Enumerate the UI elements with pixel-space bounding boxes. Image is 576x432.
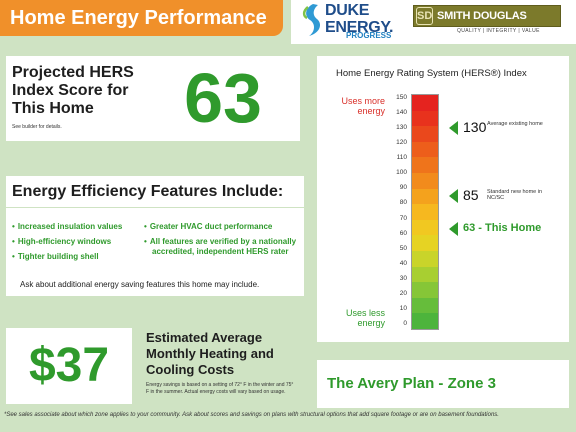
builder-tagline: QUALITY | INTEGRITY | VALUE — [457, 28, 540, 34]
chart-title: Home Energy Rating System (HERS®) Index — [336, 68, 527, 79]
plan-name: The Avery Plan - Zone 3 — [327, 375, 496, 392]
scale-tick-label: 30 — [399, 274, 407, 282]
feature-item: • Increased insulation values — [12, 222, 123, 231]
scale-segment — [412, 282, 438, 299]
builder-logo-mark: SD — [416, 7, 433, 25]
scale-tick-label: 0 — [403, 320, 407, 327]
scale-tick-label: 100 — [396, 169, 407, 177]
scale-tick-label: 80 — [399, 199, 407, 207]
scale-segment — [412, 313, 438, 330]
marker-arrow-icon — [449, 121, 458, 136]
scale-segment — [412, 95, 438, 112]
hers-score-panel: 63 — [146, 56, 300, 141]
marker-arrow-icon — [449, 188, 458, 203]
scale-segment — [412, 141, 438, 158]
scale-segment — [412, 188, 438, 205]
bullet-icon: • — [144, 237, 147, 246]
scale-segment — [412, 204, 438, 221]
scale-tick-label: 140 — [396, 109, 407, 117]
scale-tick-label: 110 — [396, 154, 407, 162]
builder-logo: SD SMITH DOUGLAS HOMES — [413, 5, 561, 42]
scale-tick-label: 120 — [396, 139, 407, 147]
savings-value: $37 — [28, 339, 110, 392]
marker-arrow-icon — [449, 222, 458, 237]
scale-segment — [412, 126, 438, 143]
scale-tick-label: 10 — [399, 304, 407, 312]
scale-segment — [412, 251, 438, 268]
feature-item: • High-efficiency windows — [12, 237, 112, 246]
scale-tick-label: 70 — [399, 214, 407, 222]
features-note: Ask about additional energy saving featu… — [20, 280, 260, 289]
scale-tick-label: 20 — [399, 289, 407, 297]
savings-text-panel: Estimated Average Monthly Heating and Co… — [140, 328, 300, 408]
scale-segment — [412, 157, 438, 174]
scale-tick-label: 50 — [399, 244, 407, 252]
duke-energy-logo: DUKE ENERGY. PROGRESS — [300, 2, 410, 42]
page-title: Home Energy Performance — [0, 0, 283, 36]
footnote: *See sales associate about which zone ap… — [4, 412, 499, 418]
marker-label: 130 — [463, 119, 487, 136]
bullet-icon: • — [12, 222, 15, 231]
scale-segment — [412, 297, 438, 314]
feature-item: • Greater HVAC duct performance — [144, 222, 273, 231]
duke-energy-sub: PROGRESS — [346, 31, 392, 40]
scale-tick-label: 130 — [396, 124, 407, 132]
scale-tick-label: 90 — [399, 184, 407, 192]
feature-item: • All features are verified by a national… — [144, 237, 297, 256]
marker-label: 63 - This Home — [463, 222, 542, 235]
marker-label: 85 — [463, 186, 479, 203]
feature-item: • Tighter building shell — [12, 252, 99, 261]
hers-score-label: Projected HERS Index Score for This Home — [12, 64, 134, 117]
bullet-icon: • — [12, 252, 15, 261]
scale-segment — [412, 110, 438, 127]
builder-logo-name: SMITH DOUGLAS HOMES — [437, 10, 527, 42]
hers-label-panel: Projected HERS Index Score for This Home… — [6, 56, 150, 141]
scale-segment — [412, 173, 438, 190]
scale-segment — [412, 266, 438, 283]
hers-scale-bar — [411, 94, 439, 330]
features-title-panel: Energy Efficiency Features Include: — [6, 176, 304, 207]
uses-more-energy-label: Uses more energy — [341, 96, 385, 116]
features-panel: • Increased insulation values • High-effic… — [6, 208, 304, 296]
scale-segment — [412, 219, 438, 236]
marker-sublabel: Standard new home in NC/SC — [487, 188, 543, 201]
hers-score-value: 63 — [184, 59, 262, 137]
duke-energy-swirl-icon — [302, 4, 321, 36]
features-title: Energy Efficiency Features Include: — [12, 183, 284, 200]
hers-index-chart: Home Energy Rating System (HERS®) Index … — [317, 56, 569, 342]
savings-value-panel: $37 — [6, 328, 132, 404]
scale-tick-label: 150 — [396, 94, 407, 101]
scale-tick-label: 40 — [399, 259, 407, 267]
hers-score-note: See builder for details. — [12, 124, 62, 130]
uses-less-energy-label: Uses less energy — [345, 308, 385, 328]
savings-note: Energy savings is based on a setting of … — [146, 382, 294, 395]
scale-tick-label: 60 — [399, 229, 407, 237]
marker-sublabel: Average existing home — [487, 121, 543, 128]
duke-energy-name: DUKE ENERGY. — [325, 2, 394, 36]
plan-panel: The Avery Plan - Zone 3 — [317, 360, 569, 408]
bullet-icon: • — [144, 222, 147, 231]
bullet-icon: • — [12, 237, 15, 246]
scale-segment — [412, 235, 438, 252]
savings-title: Estimated Average Monthly Heating and Co… — [146, 330, 274, 377]
